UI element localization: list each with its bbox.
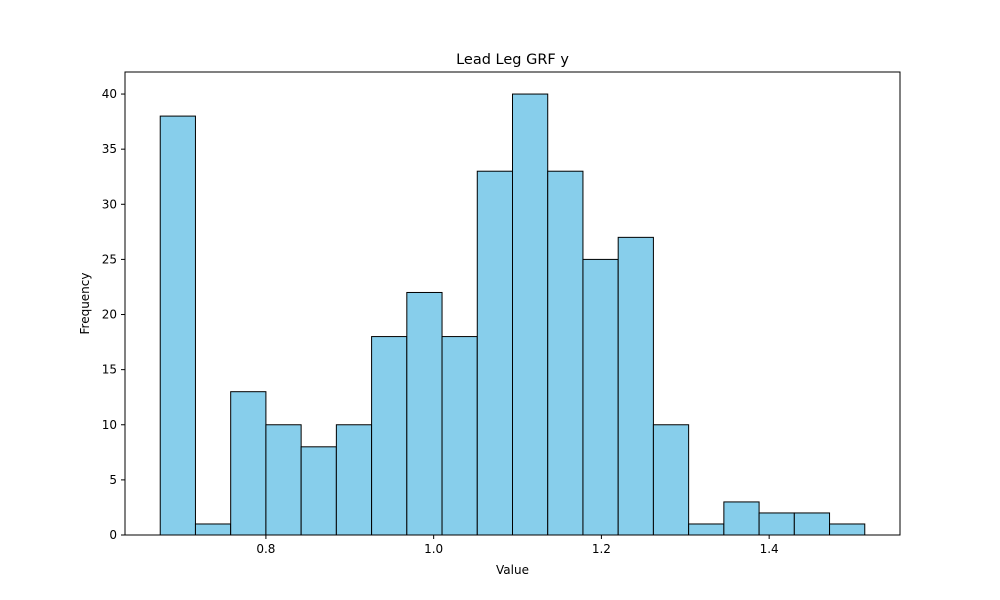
histogram-bar [512,93,549,536]
histogram-bar [230,391,267,536]
histogram-bar [441,336,478,536]
histogram-bar [793,512,831,536]
y-tick-label: 25 [102,252,117,266]
histogram-bar [194,523,232,536]
y-tick-label: 30 [102,197,117,211]
histogram-bar [688,523,725,536]
x-tick-label: 0.8 [256,542,275,556]
histogram-bar [582,258,619,536]
x-ticks: 0.8 1.0 1.2 1.4 [256,535,779,556]
histogram-bar [652,424,690,536]
histogram-bar [758,512,795,536]
histogram-bar [476,170,514,536]
y-tick-label: 35 [102,142,117,156]
histogram-bar [723,501,760,536]
bars-layer [159,93,866,536]
y-tick-label: 20 [102,308,117,322]
histogram-bar [265,424,302,536]
histogram-bar [547,170,584,536]
chart-title: Lead Leg GRF y [456,52,569,68]
y-tick-label: 0 [109,528,117,542]
histogram-bar [335,424,373,536]
x-tick-label: 1.2 [592,542,611,556]
histogram-bar [371,336,408,536]
y-tick-label: 15 [102,363,117,377]
y-tick-label: 5 [109,473,117,487]
y-ticks: 0 5 10 15 20 25 30 35 40 [102,87,125,542]
plot-frame [124,71,901,536]
histogram-bar [159,115,196,536]
x-tick-label: 1.4 [760,542,779,556]
histogram-bar [406,291,443,536]
y-tick-label: 40 [102,87,117,101]
y-tick-label: 10 [102,418,117,432]
histogram-bar [300,446,337,536]
x-axis-label: Value [496,563,529,577]
histogram-bar [617,236,654,536]
histogram-bar [829,523,866,536]
x-tick-label: 1.0 [424,542,443,556]
y-axis-label: Frequency [78,273,92,335]
